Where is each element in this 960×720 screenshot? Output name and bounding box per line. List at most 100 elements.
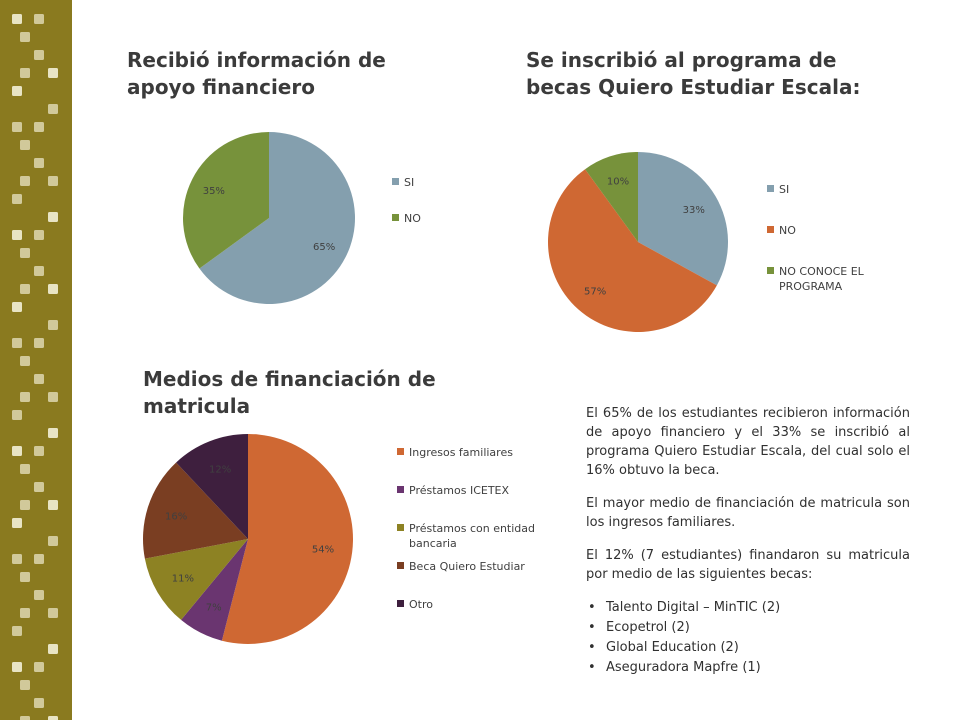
legend-swatch [397,600,404,607]
pie-slice [183,132,269,269]
sidebar-pattern [12,14,58,720]
legend-item-si: SI [767,182,789,197]
pie-slice [221,434,354,644]
pie-data-label: 11% [172,573,194,584]
summary-paragraph-2: El mayor medio de financiación de matric… [586,496,910,530]
sidebar-square [12,338,22,348]
legend-label: NO [779,224,796,237]
sidebar-square [20,68,30,78]
sidebar-square [34,230,44,240]
sidebar-square [34,374,44,384]
sidebar-square [34,14,44,24]
sidebar-square [48,176,58,186]
legend-swatch [392,178,399,185]
bullet-icon: • [588,620,596,635]
pie-data-label: 16% [165,512,187,523]
sidebar-square [34,590,44,600]
pie-data-label: 35% [203,186,225,197]
legend-item-si: SI [392,175,414,190]
sidebar-square [48,428,58,438]
bullet-icon: • [588,640,596,655]
chart3-title: Medios de financiación de matricula [143,367,436,418]
sidebar-square [48,320,58,330]
sidebar-square [48,284,58,294]
sidebar-square [34,158,44,168]
legend-item-icetex: Préstamos ICETEX [397,483,509,498]
sidebar-square [34,482,44,492]
legend-item-no: NO [767,223,796,238]
sidebar-square [12,662,22,672]
sidebar-square [20,464,30,474]
sidebar-square [48,644,58,654]
sidebar-square [20,716,30,720]
sidebar-square [12,518,22,528]
list-item: • Ecopetrol (2) [586,618,910,638]
bullet-icon: • [588,660,596,675]
sidebar-square [12,302,22,312]
sidebar-square [48,392,58,402]
sidebar-square [48,608,58,618]
chart1-title: Recibió información de apoyo financiero [127,48,386,99]
legend-label: Beca Quiero Estudiar [409,560,525,573]
legend-item-bancaria: Préstamos con entidad bancaria [397,521,549,551]
sidebar-square [48,500,58,510]
pie-slice [638,152,729,286]
sidebar-square [12,230,22,240]
pie-data-label: 10% [607,176,629,187]
sidebar-square [20,356,30,366]
pie-data-label: 12% [209,465,231,476]
pie-slice [142,462,248,559]
sidebar-square [20,140,30,150]
sidebar-square [20,680,30,690]
pie-data-label: 54% [312,544,334,555]
sidebar-square [12,554,22,564]
legend-swatch [767,185,774,192]
list-item: • Global Education (2) [586,638,910,658]
sidebar-square [34,338,44,348]
sidebar-square [48,716,58,720]
sidebar-square [12,410,22,420]
sidebar-square [20,248,30,258]
sidebar-square [12,194,22,204]
sidebar-square [48,212,58,222]
legend-swatch [397,524,404,531]
sidebar-square [12,626,22,636]
list-item-text: Aseguradora Mapfre (1) [606,660,761,675]
legend-item-otro: Otro [397,597,433,612]
sidebar-square [34,662,44,672]
legend-swatch [767,226,774,233]
summary-text: El 65% de los estudiantes recibieron inf… [586,404,910,678]
sidebar-square [34,554,44,564]
pie-slice [199,132,356,305]
legend-item-no: NO [392,211,421,226]
legend-item-ingresos: Ingresos familiares [397,445,513,460]
sidebar-square [20,500,30,510]
legend-item-no-conoce: NO CONOCE EL PROGRAMA [767,264,879,294]
pie-slice [548,169,717,332]
sidebar-square [34,50,44,60]
legend-label: SI [779,183,790,196]
sidebar-square [12,122,22,132]
sidebar-square [12,446,22,456]
sidebar-square [20,608,30,618]
list-item: • Aseguradora Mapfre (1) [586,658,910,678]
pie-data-label: 57% [584,287,606,298]
sidebar-square [20,32,30,42]
legend-item-beca: Beca Quiero Estudiar [397,559,525,574]
legend-label: NO CONOCE EL PROGRAMA [779,265,864,293]
pie-data-label: 33% [683,205,705,216]
bullet-icon: • [588,600,596,615]
list-item: • Talento Digital – MinTIC (2) [586,598,910,618]
legend-label: Ingresos familiares [409,446,513,459]
legend-swatch [767,267,774,274]
legend-label: Préstamos ICETEX [409,484,510,497]
pie-slice [144,539,248,620]
sidebar-square [12,14,22,24]
legend-label: NO [404,212,421,225]
sidebar-square [12,86,22,96]
sidebar-square [20,284,30,294]
pie-data-label: 7% [206,602,222,613]
summary-paragraph-1: El 65% de los estudiantes recibieron inf… [586,406,910,478]
legend-label: Otro [409,598,433,611]
sidebar-square [48,104,58,114]
